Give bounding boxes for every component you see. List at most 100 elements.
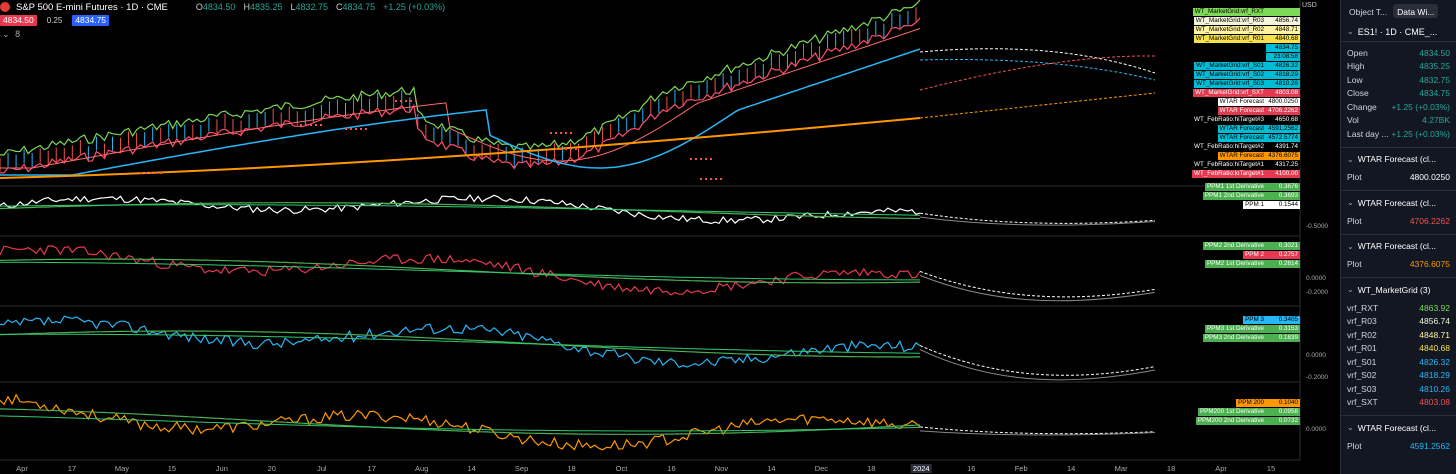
data-row: Low 4832.75 bbox=[1341, 73, 1456, 87]
tag-value: 0.1040 bbox=[1266, 399, 1300, 407]
signal-dot bbox=[355, 128, 357, 130]
time-axis-label: 2024 bbox=[910, 464, 932, 473]
ohlc-label: C bbox=[336, 2, 343, 12]
indicator-count: 8 bbox=[15, 29, 21, 39]
tag-label: PPM200 2nd Derivative bbox=[1195, 417, 1266, 425]
signal-dot bbox=[560, 148, 562, 150]
data-row-label: vrf_RXT bbox=[1347, 302, 1379, 313]
tab-data-window[interactable]: Data Wi... bbox=[1393, 4, 1439, 18]
buy-button[interactable]: 4834.75 bbox=[72, 14, 110, 26]
signal-dot bbox=[400, 100, 402, 102]
ohlc-value: 4835.25 bbox=[249, 2, 283, 12]
tag-value: 0.3405 bbox=[1266, 316, 1300, 324]
signal-dot bbox=[570, 132, 572, 134]
data-row-label: Low bbox=[1347, 74, 1363, 85]
indicator-section-title: WT_MarketGrid (3) bbox=[1357, 284, 1431, 295]
indicator-section-title: WTAR Forecast (cl... bbox=[1357, 422, 1436, 433]
ppm2-axis-label: 0.0000 bbox=[1306, 275, 1326, 282]
signal-dot bbox=[565, 148, 567, 150]
data-row-value: 4856.74 bbox=[1419, 316, 1450, 327]
tag-label: WTAR Forecast bbox=[1217, 125, 1266, 133]
ma200-line bbox=[0, 117, 921, 179]
data-row-value: 4803.08 bbox=[1419, 397, 1450, 408]
symbol-header[interactable]: S&P 500 E-mini Futures · 1D · CME O4834.… bbox=[0, 1, 453, 13]
data-row: vrf_RXT 4863.92 bbox=[1341, 301, 1456, 315]
ohlc-item: O4834.50 bbox=[196, 2, 240, 12]
time-axis-label: 18 bbox=[567, 464, 576, 473]
price-tag: WTAR Forecast 4376.6075 bbox=[1217, 152, 1300, 160]
derivative-line bbox=[0, 202, 920, 220]
indicator-section-header[interactable]: ⌄ WTAR Forecast (cl... bbox=[1341, 233, 1456, 258]
tag-value bbox=[1266, 8, 1300, 16]
oscillator-line bbox=[0, 315, 921, 369]
indicator-section-header[interactable]: ⌄ WT_MarketGrid (3) bbox=[1341, 277, 1456, 301]
tag-value: 4650.68 bbox=[1266, 116, 1300, 124]
signal-dot bbox=[570, 148, 572, 150]
tag-label: WT_FebRatio:hiTarget#2 bbox=[1192, 143, 1266, 151]
data-row-label: Vol bbox=[1347, 115, 1359, 126]
indicator-section-header[interactable]: ⌄ WTAR Forecast (cl... bbox=[1341, 146, 1456, 171]
grid-lower-line bbox=[0, 17, 921, 174]
indicators-toggle[interactable]: ⌄ 8 bbox=[2, 29, 20, 40]
forecast-line bbox=[919, 274, 1156, 302]
currency-label[interactable]: USD bbox=[1302, 2, 1317, 9]
time-axis-label: 18 bbox=[1166, 464, 1176, 473]
tag-value: 4834.75 bbox=[1266, 44, 1300, 52]
ohlc-value: 4834.50 bbox=[202, 2, 236, 12]
signal-dot bbox=[310, 124, 312, 126]
tag-value: 23:08:58 bbox=[1266, 53, 1300, 61]
time-axis-label: Mar bbox=[1114, 464, 1128, 473]
data-row: vrf_R03 4856.74 bbox=[1341, 315, 1456, 329]
data-row-label: Plot bbox=[1347, 215, 1362, 226]
data-row-label: vrf_S03 bbox=[1347, 383, 1377, 394]
price-tag: WT_MarketGrid:vrf_SXT 4803.08 bbox=[1193, 89, 1300, 97]
tag-value: 0.3153 bbox=[1266, 325, 1300, 333]
forecast-line bbox=[919, 92, 1156, 119]
ppm2-tag: PPM2 1st Derivative 0.2614 bbox=[1204, 260, 1300, 268]
price-tag: WT_FebRatio:hiTarget#3 4650.68 bbox=[1192, 116, 1300, 124]
data-row-label: Open bbox=[1347, 47, 1368, 58]
tag-label: PPM200 1st Derivative bbox=[1197, 408, 1266, 416]
ohlc-item: +1.25 (+0.03%) bbox=[383, 2, 449, 12]
tag-label: PPM2 1st Derivative bbox=[1204, 260, 1266, 268]
chevron-down-icon: ⌄ bbox=[1347, 423, 1354, 432]
tag-value: 0.3693 bbox=[1266, 192, 1300, 200]
indicator-section-header[interactable]: ⌄ WTAR Forecast (cl... bbox=[1341, 190, 1456, 214]
data-row-value: 4.27BK bbox=[1422, 115, 1450, 126]
signal-dot bbox=[395, 100, 397, 102]
ppm1-axis-label: -0.5000 bbox=[1306, 223, 1329, 230]
indicator-section-header[interactable]: ⌄ WTAR Forecast (cl... bbox=[1341, 415, 1456, 439]
signal-dot bbox=[720, 178, 722, 180]
spread-value: 0.25 bbox=[46, 15, 63, 25]
tag-value: 0.0958 bbox=[1266, 408, 1300, 416]
tag-value: 0.2757 bbox=[1266, 251, 1300, 259]
time-axis-label: 14 bbox=[467, 464, 476, 473]
signal-dot bbox=[410, 100, 412, 102]
tag-label: WT_MarketGrid:vrf_R01 bbox=[1193, 35, 1266, 43]
data-row: vrf_SXT 4803.08 bbox=[1341, 396, 1456, 410]
symbol-title[interactable]: S&P 500 E-mini Futures · 1D · CME bbox=[16, 1, 168, 13]
chart-area[interactable]: S&P 500 E-mini Futures · 1D · CME O4834.… bbox=[0, 0, 1340, 474]
ppm1-tag: PPM1 2nd Derivative 0.3693 bbox=[1202, 192, 1300, 200]
chart-canvas[interactable] bbox=[0, 0, 1340, 474]
data-row-value: 4834.75 bbox=[1419, 88, 1450, 99]
ppm3-tag: PPM3 1st Derivative 0.3153 bbox=[1204, 325, 1300, 333]
signal-dot bbox=[155, 172, 157, 174]
tab-object-tree[interactable]: Object T... bbox=[1349, 7, 1388, 17]
signal-dot bbox=[705, 158, 707, 160]
forecast-line bbox=[919, 59, 1156, 81]
panel-symbol-header[interactable]: ⌄ ES1! · 1D · CME_... bbox=[1341, 22, 1456, 42]
oscillator-line bbox=[0, 193, 921, 225]
signal-dot bbox=[365, 128, 367, 130]
signal-dot bbox=[710, 178, 712, 180]
ohlc-label: H bbox=[243, 2, 250, 12]
data-row-label: vrf_R03 bbox=[1347, 316, 1377, 327]
tag-value: 4818.29 bbox=[1266, 71, 1300, 79]
tag-label: WT_MarketGrid:vrf_R03 bbox=[1193, 17, 1266, 25]
tag-value: 4810.26 bbox=[1266, 80, 1300, 88]
data-row-value: 4848.71 bbox=[1419, 329, 1450, 340]
sell-button[interactable]: 4834.50 bbox=[0, 14, 37, 26]
price-tag: WT_MarketGrid:vrf_S03 4810.26 bbox=[1194, 80, 1300, 88]
price-tag: WTAR Forecast 4572.5774 bbox=[1217, 134, 1300, 142]
data-row-value: 4591.2562 bbox=[1409, 440, 1450, 451]
